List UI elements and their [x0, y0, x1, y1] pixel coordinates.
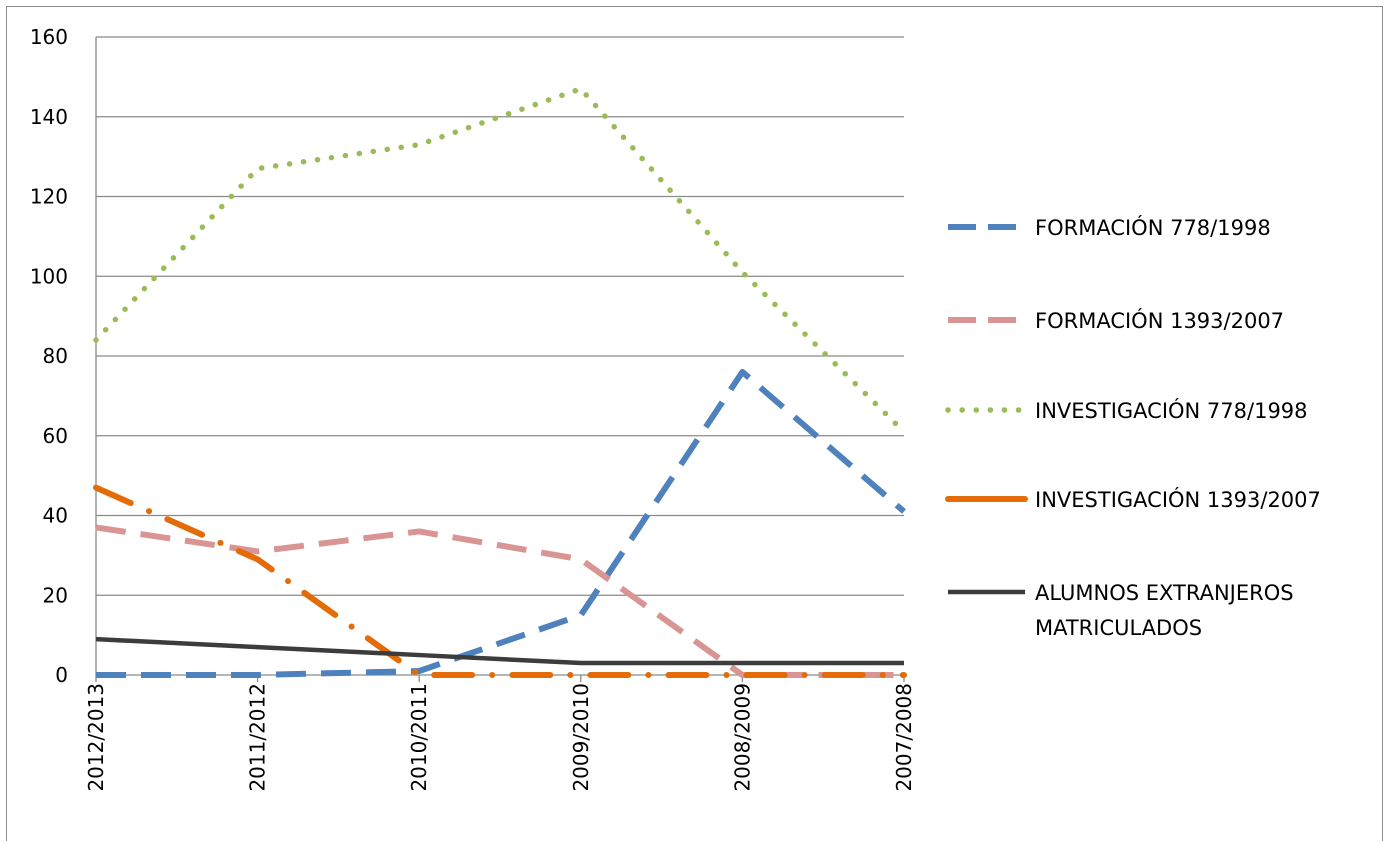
- legend-label: MATRICULADOS: [1035, 616, 1202, 640]
- y-tick-label: 120: [30, 185, 68, 209]
- gridlines: [96, 36, 904, 596]
- x-tick-label: 2009/2010: [569, 683, 593, 792]
- y-tick-label: 60: [43, 424, 68, 448]
- series-line: [93, 484, 907, 678]
- chart-frame: [6, 6, 1383, 841]
- series-line: [95, 636, 904, 666]
- y-tick-label: 140: [30, 105, 68, 129]
- y-tick-label: 40: [43, 504, 68, 528]
- y-tick-label: 100: [30, 264, 68, 288]
- axes: 0 20 40 60 80 100 120 140 160 2012/2013 2011/2012 2…: [30, 25, 916, 792]
- series-lines: [93, 86, 907, 678]
- legend-label: INVESTIGACIÓN 1393/2007: [1035, 487, 1321, 512]
- x-tick-label: 2012/2013: [84, 683, 108, 792]
- series-line: [96, 368, 906, 678]
- legend: FORMACIÓN 778/1998 FORMACIÓN 1393/2007 INV…: [945, 215, 1321, 640]
- y-tick-label: 20: [43, 583, 68, 607]
- y-tick-label: 80: [43, 344, 68, 368]
- x-tick-label: 2007/2008: [892, 683, 916, 792]
- series-line: [95, 524, 904, 678]
- y-tick-label: 160: [30, 25, 68, 49]
- legend-label: FORMACIÓN 778/1998: [1035, 215, 1271, 240]
- legend-label: FORMACIÓN 1393/2007: [1035, 308, 1284, 333]
- series-line: [93, 86, 907, 435]
- x-tick-label: 2011/2012: [246, 683, 270, 792]
- x-tick-label: 2008/2009: [730, 683, 754, 792]
- legend-label: ALUMNOS EXTRANJEROS: [1035, 581, 1294, 605]
- legend-label: INVESTIGACIÓN 778/1998: [1035, 398, 1308, 423]
- x-tick-label: 2010/2011: [407, 683, 431, 792]
- y-tick-label: 0: [55, 663, 68, 687]
